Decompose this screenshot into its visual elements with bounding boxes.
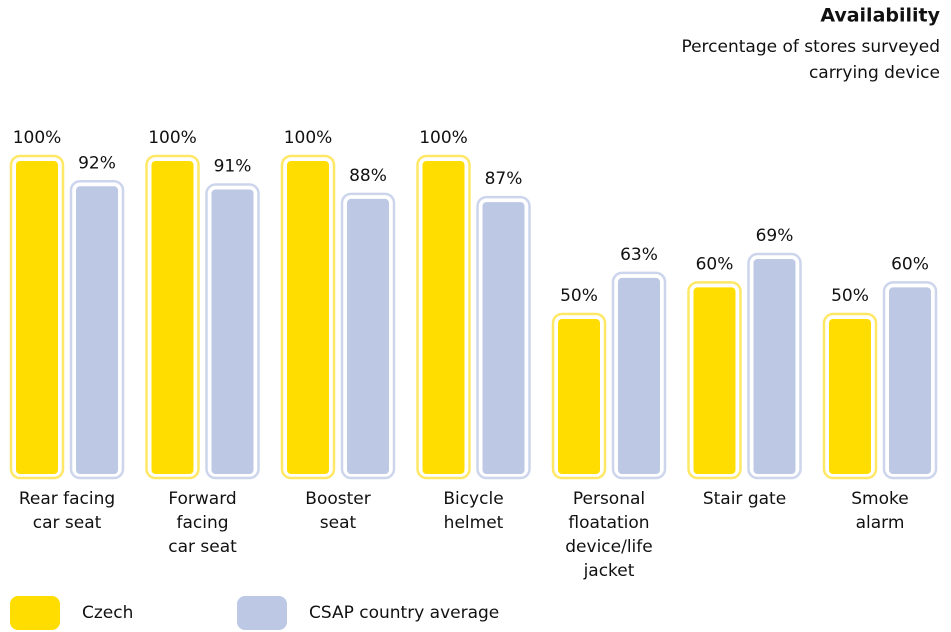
x-tick-label: Forward: [168, 489, 236, 509]
chart-title: Availability: [820, 5, 940, 27]
legend-swatch: [237, 596, 287, 630]
x-tick-label: Bicycle: [443, 489, 503, 509]
x-tick-label: Booster: [305, 489, 370, 509]
bar: [693, 287, 736, 474]
bar: [422, 161, 465, 474]
x-tick-label: Stair gate: [703, 489, 786, 509]
value-label: 87%: [485, 169, 523, 189]
value-label: 88%: [349, 166, 387, 186]
value-label: 60%: [696, 254, 734, 274]
x-tick-label: Smoke: [851, 489, 908, 509]
x-tick-label: device/life: [565, 537, 652, 557]
chart-subtitle: carrying device: [809, 63, 940, 83]
value-label: 91%: [214, 156, 252, 176]
bar: [347, 198, 389, 475]
legend-label: Czech: [82, 603, 133, 623]
x-tick-label: facing: [176, 513, 228, 533]
x-tick-label: car seat: [168, 537, 237, 557]
bar: [211, 189, 254, 474]
x-tick-label: floatation: [568, 513, 649, 533]
chart-subtitle: Percentage of stores surveyed: [681, 37, 940, 57]
bar: [889, 287, 931, 474]
value-label: 100%: [419, 128, 468, 148]
bar: [287, 161, 329, 474]
x-tick-label: seat: [320, 513, 357, 533]
bar: [151, 161, 194, 474]
value-label: 50%: [831, 286, 869, 306]
value-label: 60%: [891, 254, 929, 274]
legend-label: CSAP country average: [309, 603, 499, 623]
x-tick-label: Rear facing: [19, 489, 115, 509]
bar: [829, 319, 871, 474]
bar: [482, 202, 525, 474]
bar: [558, 319, 600, 474]
x-tick-label: alarm: [856, 513, 905, 533]
value-label: 100%: [284, 128, 333, 148]
bar: [753, 258, 796, 474]
value-label: 100%: [148, 128, 197, 148]
bar: [76, 186, 118, 474]
bar: [16, 161, 58, 474]
x-tick-label: car seat: [33, 513, 102, 533]
x-tick-label: Personal: [573, 489, 645, 509]
value-label: 63%: [620, 245, 658, 265]
value-label: 50%: [560, 286, 598, 306]
x-tick-label: jacket: [583, 561, 635, 581]
bar: [618, 277, 660, 474]
x-tick-label: helmet: [444, 513, 504, 533]
value-label: 69%: [756, 226, 794, 246]
value-label: 92%: [78, 153, 116, 173]
value-label: 100%: [13, 128, 62, 148]
legend-swatch: [10, 596, 60, 630]
